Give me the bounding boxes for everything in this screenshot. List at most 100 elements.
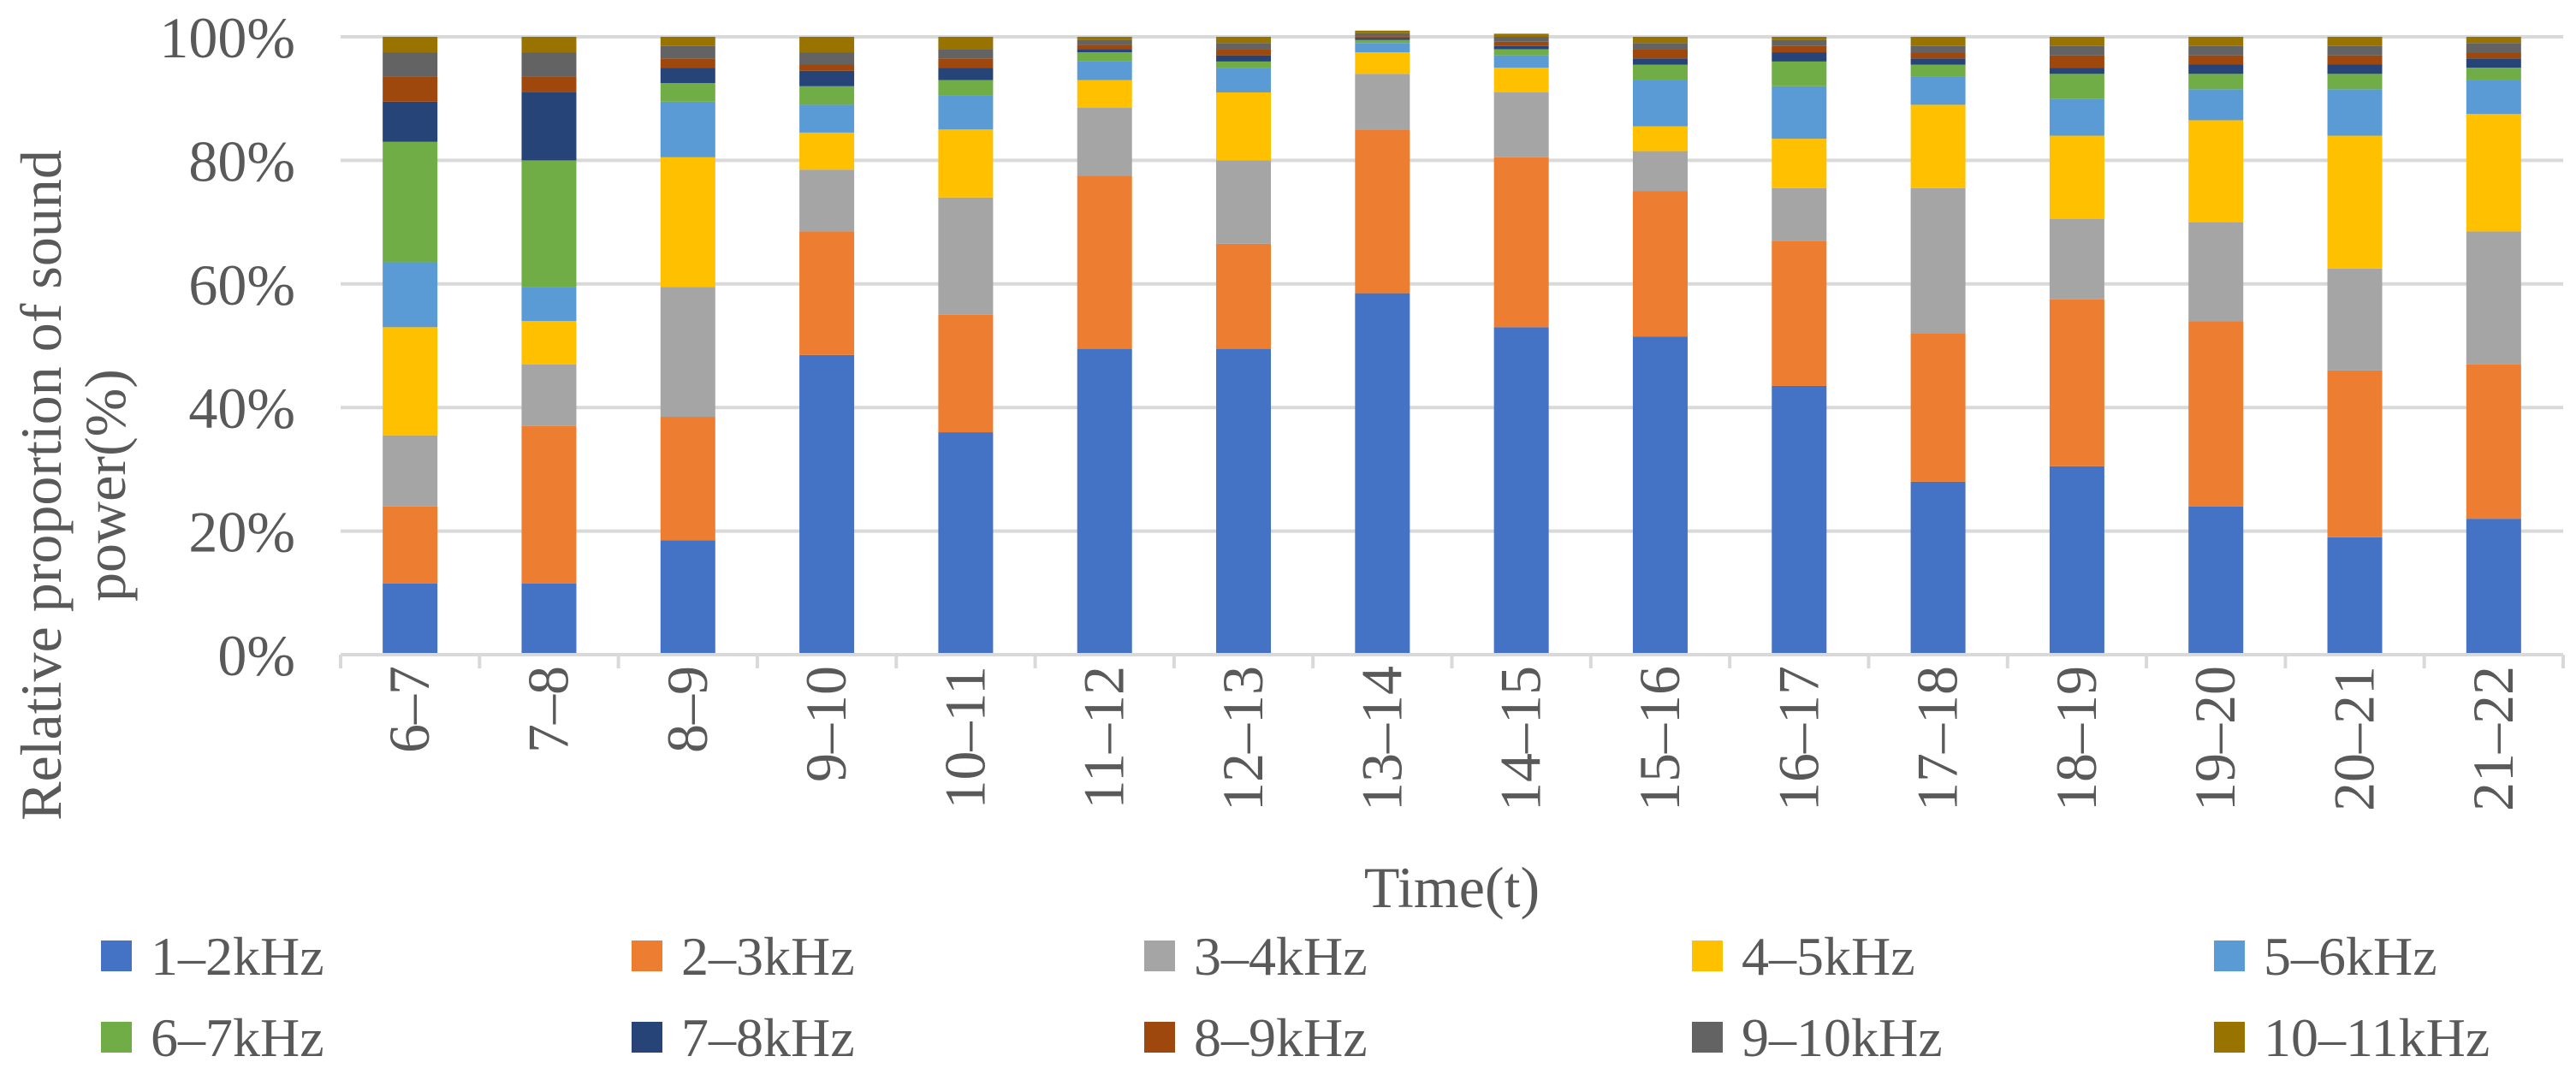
legend-swatch [632,1022,662,1053]
bar-segment [2188,55,2244,65]
bar-segment [1216,68,1272,92]
bar-segment [2466,114,2521,232]
y-axis-title: Relative proportion of soundpower(%) [9,150,138,821]
bar-segment [660,101,715,157]
bar-segment [660,58,715,68]
bar-segment [799,231,855,355]
bar-segment [799,37,855,53]
x-tick-label: 7–8 [515,666,580,753]
bar-segment [938,95,994,130]
bar-segment [1216,61,1272,68]
bar-segment [521,287,577,322]
legend-label: 1–2kHz [151,926,324,987]
legend-label: 7–8kHz [681,1007,855,1068]
bar-segment [2188,64,2244,74]
x-tick-label: 13–14 [1349,666,1414,811]
y-axis-title-line: Relative proportion of sound [9,150,74,821]
bar-segment [1632,151,1688,192]
bar-segment [2188,222,2244,322]
bar-segment [1772,39,1827,46]
legend-swatch [101,1022,132,1053]
bar-segment [521,92,577,161]
legend-swatch [2214,1022,2245,1053]
bar-segment [521,52,577,77]
bar-segment [1632,126,1688,151]
bar-segment [383,52,438,77]
legend-swatch [1692,940,1723,971]
x-tick-label: 6–7 [377,666,442,753]
bar-segment [1493,55,1549,68]
bar-segment [799,86,855,105]
legend-label: 6–7kHz [151,1007,324,1068]
bar-segment [1077,39,1132,45]
bar-segment [2327,370,2383,537]
bar-segment [2188,89,2244,121]
bar-segment [1632,336,1688,655]
bar-segment [660,83,715,102]
y-tick-label: 0% [217,623,295,688]
bar-segment [2049,45,2104,56]
bar-segment [660,157,715,288]
bar-segment [2466,37,2521,44]
bar-segment [1077,175,1132,349]
bar-segment [2049,299,2104,466]
bar-segment [2188,321,2244,507]
bar-segment [2188,37,2244,46]
bar-segment [2327,74,2383,90]
x-tick-label: 9–10 [793,666,858,782]
bar-segment [1355,129,1410,294]
y-tick-label: 60% [188,252,295,317]
bar-segment [2327,135,2383,269]
bar-segment [2466,519,2521,655]
bar-segment [660,287,715,418]
bar-segment [660,68,715,84]
bar-segment [521,76,577,92]
x-axis-ticks: 6–7 7–8 8–9 9–10 10–11 11–12 12–13 13–14 14–15 15… [339,655,2565,811]
legend-label: 8–9kHz [1194,1007,1368,1068]
bar-segment [799,354,855,655]
bar-segment [1772,45,1827,53]
bar-segment [2188,120,2244,223]
bar-segment [521,37,577,53]
legend-swatch [1144,1022,1175,1053]
bar-segment [1355,33,1410,37]
bar-segment [1355,39,1410,44]
bar-segment [1632,64,1688,80]
bar-segment [1355,293,1410,655]
bar-segment [1355,38,1410,40]
legend-swatch [101,940,132,971]
bar-segment [2466,43,2521,53]
bar-segment [2327,89,2383,136]
y-tick-label: 20% [188,500,295,565]
bar-segment [1493,41,1549,46]
bar-segment [521,364,577,426]
bar-segment [1910,481,1966,655]
bar-segment [1077,108,1132,176]
bar-segment [1910,37,1966,46]
bar-segment [1772,37,1827,40]
bar-segment [660,37,715,46]
bar-segment [1772,240,1827,386]
bar-segment [1632,191,1688,337]
bar-segment [1216,37,1272,44]
bar-segment [2049,466,2104,655]
bar-segment [2327,268,2383,371]
bar-segment [1493,157,1549,328]
x-tick-label: 15–16 [1627,666,1692,811]
bar-segment [1077,45,1132,50]
bar-segment [1355,36,1410,39]
bar-segment [1216,243,1272,349]
bar-segment [1077,52,1132,62]
bar-segment [2327,37,2383,46]
y-tick-label: 80% [188,128,295,193]
bar-segment [2466,52,2521,59]
bar-segment [1493,37,1549,42]
bar-segment [1493,49,1549,56]
bar-segment [521,321,577,365]
bar-segment [938,58,994,68]
bar-segment [1355,30,1410,33]
legend-swatch [632,940,662,971]
bar-segment [383,37,438,53]
bar-segment [1355,74,1410,130]
